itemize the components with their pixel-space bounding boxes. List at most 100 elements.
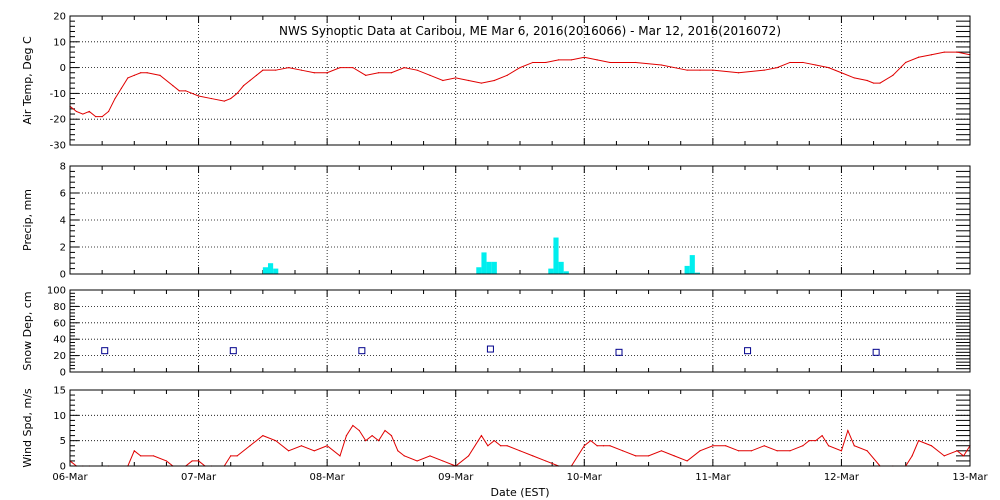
data-point-temp (905, 61, 907, 64)
panel-precip: 0 2 4 6 8 Precip, mm (21, 162, 971, 281)
data-point-temp (313, 72, 315, 74)
precip-bar (684, 265, 690, 274)
snow-depth-point (744, 347, 752, 355)
precip-bar (268, 263, 274, 274)
panel-wind: 0 5 10 15 Wind Spd, m/s (21, 386, 971, 473)
snow-depth-point (872, 348, 880, 356)
y-tick-label: -30 (50, 141, 66, 152)
precip-bar (563, 271, 569, 274)
chart-title: NWS Synoptic Data at Caribou, ME Mar 6, … (279, 24, 781, 38)
data-point-wind (596, 445, 598, 447)
data-point-temp (82, 113, 84, 115)
data-point-wind (191, 460, 193, 462)
series-line-temp (69, 51, 971, 118)
precip-bar (476, 267, 482, 274)
data-point-temp (107, 110, 110, 113)
data-point-temp (236, 92, 238, 94)
data-point-wind (275, 440, 277, 442)
data-point-temp (178, 90, 180, 92)
data-point-wind (326, 445, 328, 447)
data-point-wind (365, 440, 367, 442)
data-point-wind (532, 455, 534, 457)
data-point-temp (583, 56, 585, 58)
data-point-wind (840, 450, 843, 452)
data-point-temp (127, 77, 129, 79)
data-point-temp (159, 74, 161, 76)
x-tick-label: 06-Mar (52, 472, 88, 483)
data-point-wind (750, 450, 753, 452)
snow-depth-point (615, 348, 623, 356)
data-point-temp (442, 79, 444, 82)
data-point-temp (853, 77, 855, 79)
data-point-temp (114, 97, 116, 100)
data-point-wind (506, 445, 508, 447)
data-point-wind (789, 450, 791, 452)
data-point-wind (847, 429, 849, 432)
data-point-temp (506, 74, 508, 76)
y-tick-label: 20 (53, 351, 66, 362)
data-point-wind (635, 455, 637, 457)
x-tick-label: 09-Mar (438, 472, 474, 483)
data-point-temp (377, 72, 380, 74)
data-point-temp (146, 72, 148, 74)
data-point-temp (185, 90, 187, 92)
data-point-wind (660, 450, 663, 452)
data-point-temp (866, 79, 868, 82)
data-point-temp (120, 87, 123, 89)
data-point-wind (776, 450, 778, 452)
data-point-temp (352, 67, 354, 69)
data-point-temp (532, 61, 534, 64)
x-axis-labels: 06-Mar 07-Mar 08-Mar 09-Mar 10-Mar 11-Mar 12-M… (52, 472, 988, 483)
x-tick-label: 13-Mar (952, 472, 988, 483)
data-point-temp (776, 67, 778, 69)
data-point-wind (384, 429, 386, 432)
data-point-temp (467, 79, 470, 82)
data-point-temp (519, 67, 521, 69)
y-tick-label: 20 (53, 12, 66, 23)
y-axis-title-wind: Wind Spd, m/s (21, 388, 34, 468)
data-point-wind (930, 445, 933, 447)
data-point-wind (140, 455, 142, 457)
data-point-temp (635, 61, 637, 64)
data-point-wind (815, 440, 817, 442)
y-tick-label: 15 (53, 386, 66, 397)
y-tick-label: 10 (53, 37, 66, 48)
data-point-wind (737, 450, 740, 452)
data-point-wind (583, 445, 585, 447)
data-point-temp (815, 64, 817, 66)
y-tick-label: 5 (60, 436, 66, 447)
y-tick-label: 6 (60, 189, 66, 200)
data-point-temp (879, 82, 881, 84)
data-point-temp (172, 85, 174, 87)
data-point-wind (230, 455, 232, 457)
panel-temp: -30 -20 -10 0 10 20 Air Temp, Deg C (21, 12, 971, 152)
y-tick-label: 100 (47, 286, 66, 297)
data-point-temp (300, 69, 303, 71)
data-point-temp (262, 69, 264, 71)
data-point-temp (223, 100, 225, 102)
y-tick-label: 40 (53, 335, 66, 346)
snow-depth-point (486, 345, 494, 353)
data-point-temp (609, 61, 611, 64)
data-point-wind (821, 435, 823, 437)
data-point-temp (390, 72, 393, 74)
data-point-temp (930, 54, 933, 56)
precip-bar (689, 255, 695, 274)
data-point-temp (737, 72, 740, 74)
x-tick-label: 11-Mar (695, 472, 731, 483)
data-point-wind (866, 450, 868, 452)
data-point-temp (416, 69, 418, 71)
y-tick-label: 8 (60, 162, 66, 173)
data-point-wind (519, 450, 521, 452)
data-point-wind (480, 435, 483, 437)
precip-bar (273, 268, 279, 274)
precip-bar (558, 261, 564, 274)
data-point-wind (197, 460, 200, 462)
y-tick-label: 2 (60, 243, 66, 254)
data-point-wind (802, 445, 804, 447)
data-point-temp (892, 74, 894, 76)
y-tick-label: 0 (60, 368, 66, 379)
data-point-wind (313, 450, 315, 452)
x-tick-label: 08-Mar (310, 472, 346, 483)
